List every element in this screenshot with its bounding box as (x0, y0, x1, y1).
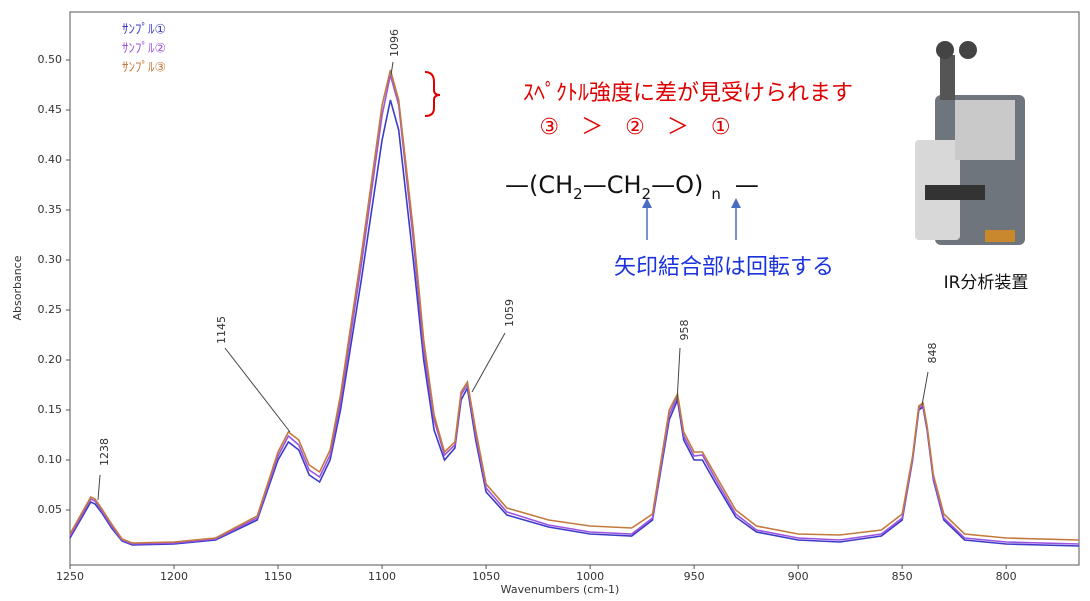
y-axis-label: Absorbance (11, 255, 24, 320)
legend-label: ｻﾝﾌﾟﾙ③ (122, 61, 166, 76)
instrument-photo (915, 41, 1025, 245)
brace (424, 71, 441, 117)
annotation: ｽﾍﾟｸﾄﾙ強度に差が見受けられます (523, 81, 853, 106)
spectrum-line (69, 69, 1080, 544)
formula-part: —O) (651, 171, 703, 199)
peak-label: 958 (678, 320, 691, 341)
peak-label: 1059 (503, 299, 516, 327)
x-tick-label: 1250 (56, 570, 84, 583)
y-tick-label: 0.45 (38, 103, 63, 116)
x-tick-label: 950 (684, 570, 705, 583)
x-tick-label: 1100 (368, 570, 396, 583)
formula: —(CH2—CH2—O) n — (505, 171, 759, 203)
peak-label: 1096 (388, 29, 401, 57)
x-tick-label: 1200 (160, 570, 188, 583)
instrument-caption: IR分析装置 (944, 273, 1029, 293)
y-tick-label: 0.40 (38, 153, 63, 166)
legend-label: ｻﾝﾌﾟﾙ① (122, 23, 166, 38)
x-axis-label: Wavenumbers (cm-1) (501, 583, 620, 596)
leader-line (676, 347, 681, 403)
peak-label: 1145 (215, 316, 228, 344)
y-tick-label: 0.25 (38, 303, 63, 316)
y-tick-label: 0.15 (38, 403, 63, 416)
y-tick-label: 0.10 (38, 453, 63, 466)
y-tick-label: 0.20 (38, 353, 63, 366)
arrow-head (642, 198, 652, 208)
plot-frame (69, 11, 1080, 566)
formula-part: —(CH (505, 171, 573, 199)
leader-line (471, 332, 506, 393)
subscript: 2 (642, 185, 652, 203)
legend-label: ｻﾝﾌﾟﾙ② (122, 42, 166, 57)
y-tick-label: 0.35 (38, 203, 63, 216)
x-tick-label: 800 (996, 570, 1017, 583)
x-tick-label: 850 (892, 570, 913, 583)
leader-line (224, 347, 291, 433)
formula-part: —CH (583, 171, 642, 199)
x-tick-label: 900 (788, 570, 809, 583)
formula-part: — (735, 171, 759, 199)
y-tick-label: 0.05 (38, 503, 63, 516)
x-tick-label: 1000 (576, 570, 604, 583)
leader-line (921, 371, 929, 406)
order-note: ③ ＞ ② ＞ ① (539, 115, 730, 140)
subscript: 2 (573, 185, 583, 203)
peak-label: 848 (926, 343, 939, 364)
y-tick-label: 0.50 (38, 53, 63, 66)
x-tick-label: 1150 (264, 570, 292, 583)
arrow-head (731, 198, 741, 208)
peak-label: 1238 (98, 438, 111, 466)
leader-line (97, 474, 101, 501)
x-tick-label: 1050 (472, 570, 500, 583)
subscript: n (711, 185, 721, 203)
leader-line (390, 61, 394, 76)
rotation-note: 矢印結合部は回転する (614, 255, 834, 280)
y-tick-label: 0.30 (38, 253, 63, 266)
